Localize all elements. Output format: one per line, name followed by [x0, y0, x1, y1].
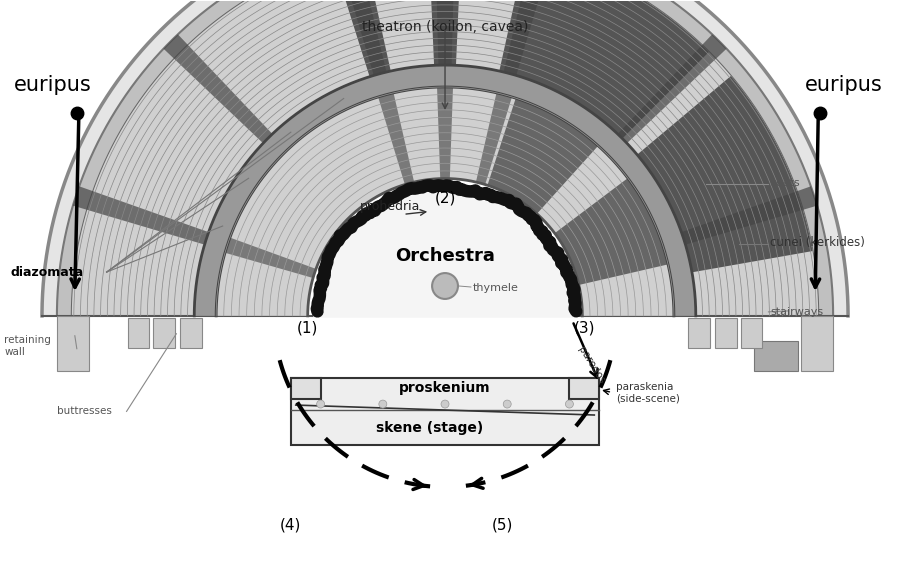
Bar	[753, 341, 798, 371]
Text: prohedria: prohedria	[360, 200, 420, 213]
Text: Orchestra: Orchestra	[395, 247, 495, 265]
Polygon shape	[216, 87, 674, 316]
Wedge shape	[476, 93, 512, 184]
Bar	[57, 316, 89, 371]
Bar	[291, 378, 599, 445]
Wedge shape	[504, 0, 555, 75]
Text: (3): (3)	[573, 320, 595, 335]
Text: retaining
wall: retaining wall	[4, 335, 51, 356]
Text: stairways: stairways	[770, 307, 824, 317]
Text: euripus: euripus	[806, 75, 883, 95]
Wedge shape	[164, 34, 273, 144]
Text: buttresses: buttresses	[57, 406, 112, 416]
Text: (1): (1)	[297, 320, 319, 335]
Circle shape	[317, 400, 325, 408]
Wedge shape	[73, 187, 209, 245]
Wedge shape	[333, 0, 391, 77]
Circle shape	[503, 400, 511, 408]
Text: diazomata: diazomata	[10, 266, 84, 278]
Bar	[715, 318, 736, 348]
Polygon shape	[72, 0, 818, 316]
Wedge shape	[617, 34, 726, 144]
Circle shape	[565, 400, 573, 408]
Bar	[153, 318, 176, 348]
Wedge shape	[681, 187, 817, 245]
Wedge shape	[554, 178, 668, 285]
Text: euripus: euripus	[14, 75, 92, 95]
Wedge shape	[510, 0, 709, 138]
Wedge shape	[637, 76, 813, 272]
Bar	[291, 378, 320, 400]
Polygon shape	[57, 0, 833, 316]
Wedge shape	[488, 98, 598, 214]
Polygon shape	[314, 184, 576, 316]
Text: cunei (kerkides): cunei (kerkides)	[770, 236, 865, 249]
Text: theatron (koilon, cavea): theatron (koilon, cavea)	[362, 20, 528, 34]
Text: seats: seats	[770, 177, 800, 188]
Wedge shape	[428, 0, 462, 65]
Text: (5): (5)	[492, 517, 513, 532]
Polygon shape	[194, 65, 696, 316]
Text: paraskenia
(side-scene): paraskenia (side-scene)	[616, 382, 680, 404]
Wedge shape	[500, 0, 557, 77]
Circle shape	[432, 273, 458, 299]
Circle shape	[441, 400, 449, 408]
Text: (2): (2)	[435, 191, 455, 206]
Bar	[801, 316, 833, 371]
Wedge shape	[225, 238, 316, 278]
Wedge shape	[437, 87, 453, 179]
Bar	[180, 318, 202, 348]
Text: thymele: thymele	[472, 283, 518, 293]
Polygon shape	[42, 0, 848, 316]
Wedge shape	[378, 93, 414, 184]
Wedge shape	[435, 0, 455, 65]
Wedge shape	[574, 238, 665, 278]
Bar	[570, 378, 599, 400]
Text: skene (stage): skene (stage)	[376, 421, 483, 435]
Circle shape	[379, 400, 387, 408]
Bar	[128, 318, 149, 348]
Text: (4): (4)	[280, 517, 302, 532]
Bar	[741, 318, 762, 348]
Bar	[688, 318, 710, 348]
Text: proskenium: proskenium	[400, 381, 491, 394]
Text: parodos: parodos	[576, 345, 608, 386]
Wedge shape	[335, 0, 386, 75]
